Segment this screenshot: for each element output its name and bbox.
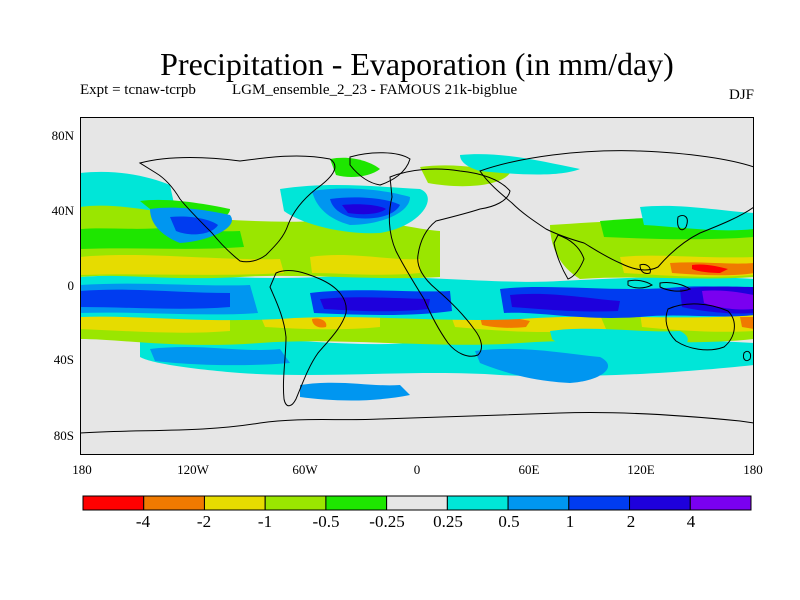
evaporation-max-south xyxy=(80,315,230,333)
run-label: LGM_ensemble_2_23 - FAMOUS 21k-bigblue xyxy=(232,82,518,98)
colorbar-label: -0.25 xyxy=(369,512,405,531)
map-frame xyxy=(80,117,754,455)
colorbar xyxy=(82,495,752,511)
north-pacific-storm-track xyxy=(170,216,218,235)
lon-tick-120w: 120W xyxy=(177,462,209,477)
colorbar-swatch xyxy=(568,495,631,511)
colorbar-label: -4 xyxy=(135,512,151,531)
southern-ocean-band xyxy=(475,348,609,383)
colorbar-swatch xyxy=(446,495,509,511)
colorbar-swatch xyxy=(386,495,448,511)
evaporation-max-north xyxy=(80,255,284,275)
colorbar-label: -0.5 xyxy=(312,512,340,531)
evaporation-max-south xyxy=(740,317,754,329)
colorbar-swatch xyxy=(82,495,145,511)
tropical-pacific-wet-core xyxy=(80,289,230,309)
colorbar-label: 0.5 xyxy=(498,512,520,531)
colorbar-swatch xyxy=(203,495,266,511)
lon-tick-120e: 120E xyxy=(627,462,655,477)
chart-title: Precipitation - Evaporation (in mm/day) xyxy=(160,46,674,82)
experiment-label: Expt = tcnaw-tcrpb xyxy=(80,82,196,98)
lon-tick-60e: 60E xyxy=(518,462,540,477)
lat-tick-80n: 80N xyxy=(51,128,74,143)
colorbar-swatch xyxy=(143,495,205,511)
north-atlantic-storm-track xyxy=(330,157,380,177)
colorbar-label: -1 xyxy=(257,512,273,531)
colorbar-label: 0.25 xyxy=(433,512,463,531)
lat-tick-40s: 40S xyxy=(53,352,74,367)
colorbar-label: 4 xyxy=(686,512,696,531)
evaporation-max-south xyxy=(312,318,327,328)
colorbar-swatch xyxy=(325,495,388,511)
southern-ocean-band xyxy=(150,347,290,366)
southern-ocean-band xyxy=(550,328,688,355)
lon-tick-180w: 180 xyxy=(72,462,92,477)
pe-field-map xyxy=(80,117,754,455)
southern-ocean-band xyxy=(300,382,410,401)
indo-pacific-wet-core xyxy=(702,290,754,310)
evaporation-max-north xyxy=(692,264,728,273)
north-pacific-storm-track xyxy=(640,205,754,231)
north-atlantic-storm-track xyxy=(342,204,386,215)
lat-tick-40n: 40N xyxy=(51,203,74,218)
colorbar-label: 2 xyxy=(626,512,636,531)
lon-tick-180e: 180 xyxy=(743,462,763,477)
colorbar-swatch xyxy=(689,495,752,511)
colorbar-label: 1 xyxy=(565,512,575,531)
colorbar-swatch xyxy=(507,495,570,511)
north-pacific-storm-track xyxy=(80,205,170,229)
lat-tick-0: 0 xyxy=(67,278,75,293)
evaporation-max-north xyxy=(310,255,420,275)
atlantic-itcz xyxy=(320,297,430,312)
coastlines xyxy=(80,150,754,434)
lon-tick-60w: 60W xyxy=(292,462,318,477)
lon-tick-0: 0 xyxy=(413,462,421,477)
indo-pacific-wet-core xyxy=(510,293,620,312)
north-atlantic-storm-track xyxy=(460,154,580,175)
lat-tick-80s: 80S xyxy=(53,428,74,443)
colorbar-label: -2 xyxy=(196,512,212,531)
colorbar-swatch xyxy=(629,495,691,511)
season-label: DJF xyxy=(728,87,754,103)
colorbar-swatch xyxy=(264,495,327,511)
